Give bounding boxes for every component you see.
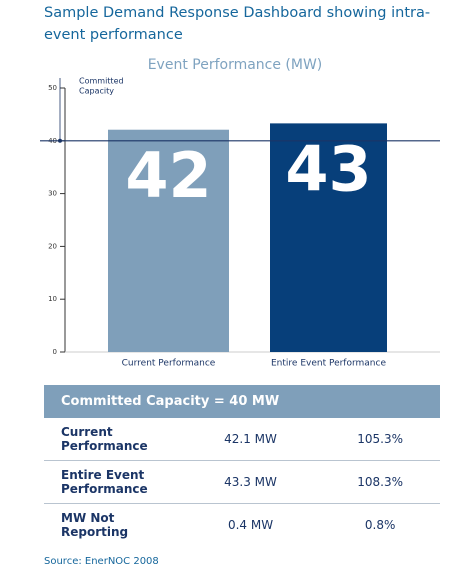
table-row: Current Performance 42.1 MW 105.3%	[44, 418, 440, 461]
table-cell: 0.8%	[364, 518, 396, 532]
y-tick-label: 10	[48, 295, 57, 303]
table-cell: MW Not Reporting	[61, 511, 129, 539]
reference-label: Capacity	[79, 87, 114, 96]
x-tick-label: Current Performance	[122, 359, 216, 369]
table-cell: 0.4 MW	[227, 518, 274, 532]
y-tick-label: 30	[48, 190, 57, 198]
table-cell: 43.3 MW	[224, 475, 277, 489]
source-note: Source: EnerNOC 2008	[44, 556, 159, 567]
table-body: Current Performance 42.1 MW 105.3% Entire E…	[44, 418, 440, 546]
reference-label: Committed	[79, 77, 124, 86]
bar	[108, 129, 229, 352]
page-title: Sample Demand Response Dashboard showing…	[44, 5, 431, 43]
chart-title: Event Performance (MW)	[148, 57, 323, 73]
table-cell: 42.1 MW	[224, 432, 277, 446]
table-cell: Entire Event Performance	[61, 468, 148, 496]
y-tick-label: 20	[48, 242, 57, 250]
bar	[270, 123, 387, 352]
summary-table: Committed Capacity = 40 MW Current Perfo…	[44, 385, 440, 546]
table-header: Committed Capacity = 40 MW	[44, 385, 440, 418]
x-tick-label: Entire Event Performance	[271, 359, 386, 369]
y-tick-label: 0	[53, 348, 57, 356]
table-cell: 108.3%	[357, 475, 404, 489]
table-cell: Current Performance	[61, 425, 148, 453]
y-tick-label: 50	[48, 84, 57, 92]
bar-value-label: 43	[285, 132, 371, 205]
chart: Event Performance (MW) 0102030405042Curr…	[40, 57, 440, 369]
table-row: Entire Event Performance 43.3 MW 108.3%	[44, 461, 440, 504]
bar-value-label: 42	[125, 139, 211, 212]
table-row: MW Not Reporting 0.4 MW 0.8%	[44, 504, 440, 546]
reference-dot	[58, 138, 62, 143]
table-cell: 105.3%	[357, 432, 404, 446]
